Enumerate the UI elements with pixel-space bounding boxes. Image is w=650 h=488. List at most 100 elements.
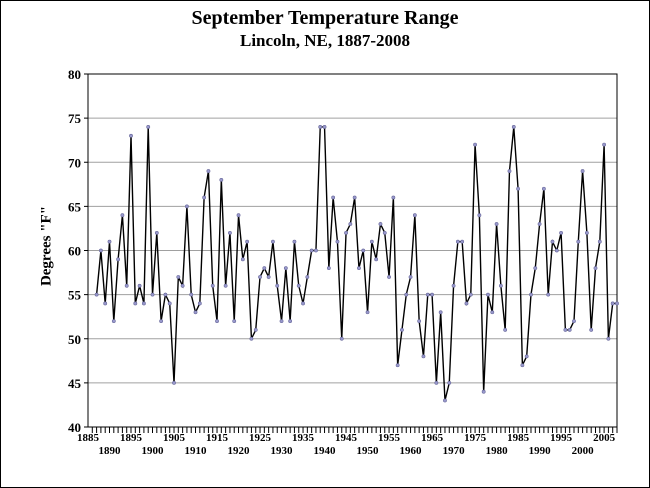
x-tick-label: 1920	[228, 445, 251, 457]
data-point	[124, 283, 129, 288]
data-point	[271, 239, 275, 244]
data-point	[584, 230, 589, 235]
data-point	[314, 248, 318, 253]
x-tick-label: 2005	[593, 432, 616, 444]
data-point	[249, 336, 254, 341]
data-point	[400, 328, 404, 332]
data-point	[206, 169, 211, 173]
data-point	[258, 275, 262, 279]
data-point	[576, 239, 581, 244]
data-point	[541, 186, 546, 191]
data-point	[498, 283, 503, 288]
data-point	[339, 336, 344, 341]
data-point	[202, 195, 207, 200]
data-point	[172, 380, 176, 385]
x-tick-label: 1940	[314, 445, 337, 457]
data-point	[404, 292, 409, 297]
data-point	[335, 239, 340, 244]
x-tick-label: 1885	[77, 432, 100, 444]
data-point	[537, 222, 542, 226]
x-tick-label: 1965	[421, 432, 444, 444]
data-point	[447, 380, 452, 385]
data-point	[154, 230, 159, 235]
data-point	[262, 266, 267, 271]
data-point	[266, 275, 271, 279]
data-point	[455, 239, 460, 244]
data-point	[490, 310, 495, 315]
data-point	[464, 301, 469, 306]
data-point	[374, 257, 379, 262]
data-point	[387, 275, 391, 279]
data-point	[116, 257, 121, 262]
data-point	[610, 301, 615, 306]
series-line	[95, 126, 617, 401]
data-point	[516, 186, 520, 191]
data-point	[529, 292, 533, 297]
data-point	[589, 328, 594, 332]
data-point	[382, 230, 387, 235]
x-tick-label: 1955	[378, 432, 401, 444]
data-point	[417, 319, 422, 324]
x-axis-ticks: 1885 1895 1905 1915 1925 1935 1945 1955 1965 1975…	[77, 427, 618, 457]
data-point	[301, 301, 305, 306]
data-point	[185, 204, 189, 209]
data-point	[580, 169, 585, 173]
data-point	[546, 292, 551, 297]
data-point	[357, 266, 361, 271]
data-point	[348, 222, 353, 226]
data-point	[167, 301, 172, 306]
data-point	[391, 195, 396, 200]
data-point	[395, 363, 400, 368]
series-temperature	[94, 125, 619, 403]
x-tick-label: 1935	[292, 432, 315, 444]
data-point	[481, 389, 486, 394]
data-point	[176, 275, 181, 279]
data-point	[111, 319, 116, 324]
chart-subtitle: Lincoln, NE, 1887-2008	[239, 31, 411, 50]
data-point	[451, 283, 456, 288]
data-point	[305, 275, 310, 279]
data-point	[597, 239, 602, 244]
x-tick-label: 1960	[400, 445, 423, 457]
data-point	[279, 319, 284, 324]
x-tick-label: 2000	[572, 445, 595, 457]
x-tick-label: 1945	[335, 432, 358, 444]
y-tick-label: 60	[68, 244, 81, 259]
data-point	[129, 133, 133, 138]
data-point	[425, 292, 430, 297]
data-point	[215, 319, 219, 324]
data-point	[430, 292, 434, 297]
data-point	[486, 292, 490, 297]
data-point	[292, 239, 297, 244]
y-tick-label: 45	[68, 376, 82, 391]
data-point	[120, 213, 125, 218]
y-tick-label: 50	[68, 332, 81, 347]
data-point	[378, 222, 383, 226]
y-tick-label: 75	[68, 111, 82, 126]
x-tick-label: 1895	[120, 432, 143, 444]
data-point	[275, 283, 280, 288]
x-tick-label: 1950	[357, 445, 380, 457]
y-axis-ticks: 40 45 50 55 60 65 70 75 80	[68, 67, 88, 435]
data-point	[550, 239, 555, 244]
data-point	[223, 283, 228, 288]
data-point	[606, 336, 611, 341]
data-point	[507, 169, 512, 173]
data-point	[99, 248, 103, 253]
data-point	[288, 319, 293, 324]
data-point	[615, 301, 619, 306]
data-point	[180, 283, 185, 288]
data-point	[593, 266, 598, 271]
data-point	[163, 292, 168, 297]
data-point	[511, 125, 516, 129]
data-point	[434, 380, 439, 385]
data-point	[438, 310, 443, 315]
data-point	[236, 213, 241, 218]
data-point	[253, 328, 258, 332]
y-tick-label: 40	[68, 420, 81, 435]
y-tick-label: 80	[68, 67, 81, 82]
data-point	[150, 292, 155, 297]
x-tick-label: 1930	[271, 445, 294, 457]
